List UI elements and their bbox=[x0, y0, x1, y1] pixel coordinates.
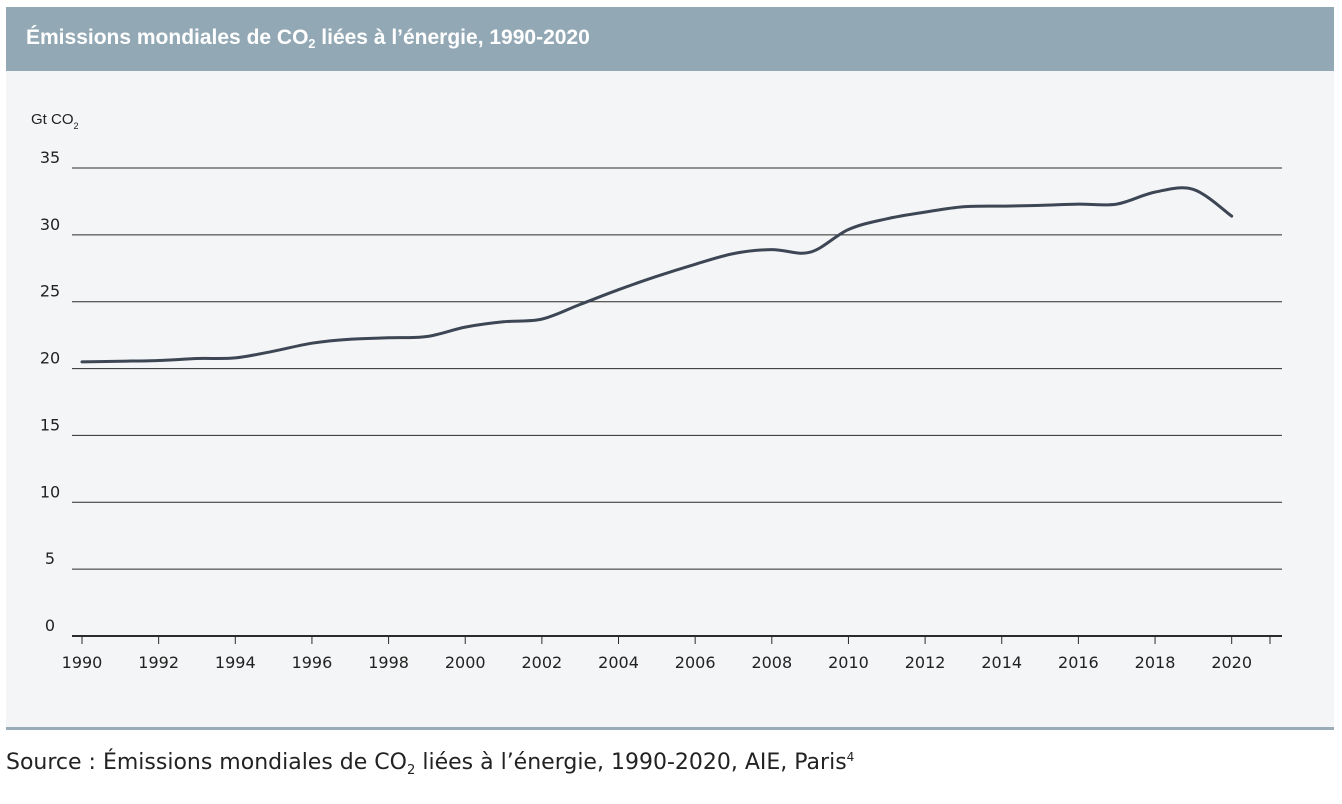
x-tick-label: 2006 bbox=[675, 653, 716, 672]
y-tick-label: 25 bbox=[40, 282, 60, 301]
source-caption: Source : Émissions mondiales de CO2 liée… bbox=[6, 749, 855, 778]
x-tick-label: 2018 bbox=[1135, 653, 1176, 672]
y-tick-label: 35 bbox=[40, 148, 60, 167]
y-tick-label: 5 bbox=[45, 549, 55, 568]
x-tick-label: 2010 bbox=[828, 653, 869, 672]
x-tick-label: 1990 bbox=[62, 653, 103, 672]
y-axis-label: Gt CO2 bbox=[31, 111, 79, 131]
chart-header: Émissions mondiales de CO2 liées à l’éne… bbox=[6, 7, 1334, 71]
x-tick-label: 1992 bbox=[138, 653, 179, 672]
x-tick-label: 1998 bbox=[368, 653, 409, 672]
y-tick-label: 10 bbox=[40, 482, 60, 501]
x-tick-label: 1994 bbox=[215, 653, 256, 672]
y-tick-label: 20 bbox=[40, 349, 60, 368]
x-tick-label: 2002 bbox=[522, 653, 563, 672]
y-tick-label: 15 bbox=[40, 415, 60, 434]
x-tick-label: 2004 bbox=[598, 653, 639, 672]
chart-title: Émissions mondiales de CO2 liées à l’éne… bbox=[26, 26, 590, 52]
x-tick-label: 2014 bbox=[981, 653, 1022, 672]
x-tick-label: 2020 bbox=[1211, 653, 1252, 672]
x-tick-label: 2016 bbox=[1058, 653, 1099, 672]
x-tick-label: 2012 bbox=[905, 653, 946, 672]
y-tick-label: 0 bbox=[45, 616, 55, 635]
x-tick-label: 1996 bbox=[292, 653, 333, 672]
series-line bbox=[80, 186, 1234, 364]
line-chart: 0 5 10 15 20 25 30 35 1990 1992 1994 1996 1998 2000 2… bbox=[31, 111, 1282, 672]
x-tick-label: 2000 bbox=[445, 653, 486, 672]
y-tick-label: 30 bbox=[40, 215, 60, 234]
x-tick-label: 2008 bbox=[751, 653, 792, 672]
